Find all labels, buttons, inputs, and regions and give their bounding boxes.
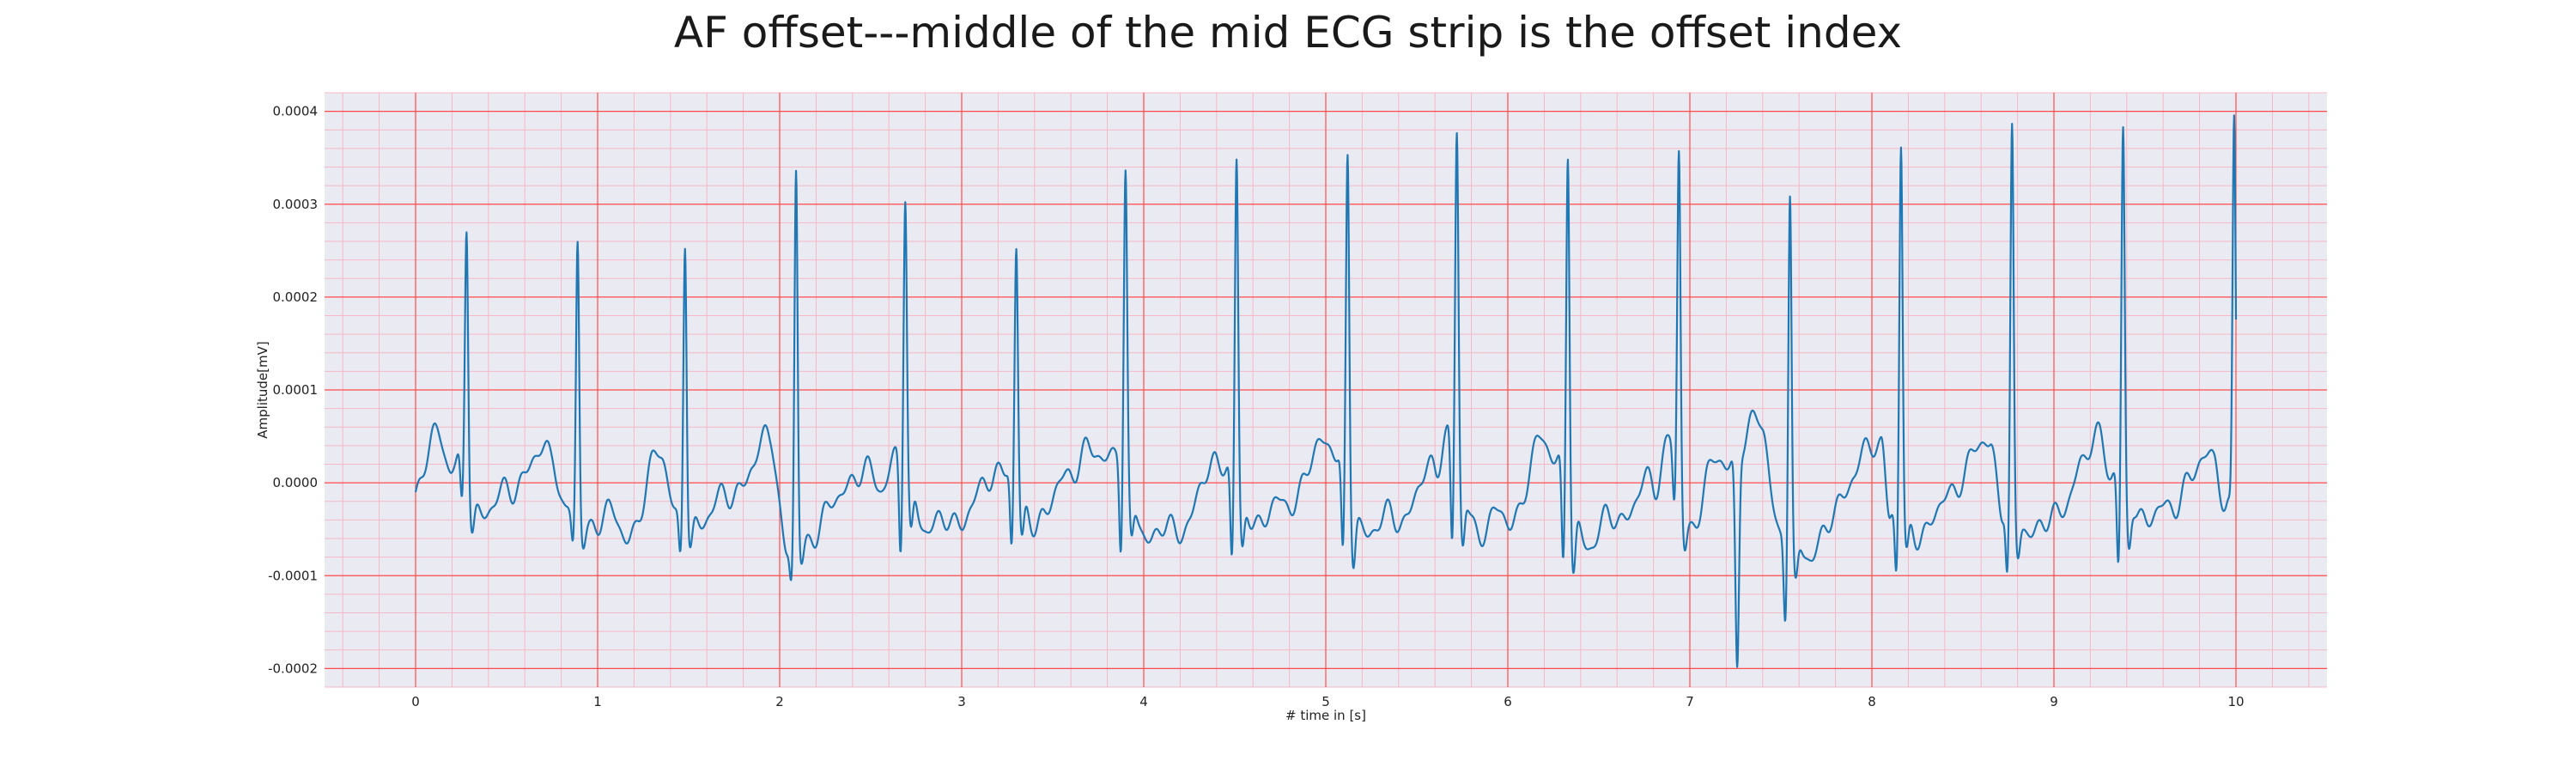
x-tick-label: 5: [1321, 694, 1330, 709]
y-tick-label: 0.0002: [273, 289, 319, 305]
y-tick-label: -0.0001: [268, 568, 318, 583]
y-tick-label: 0.0003: [273, 197, 319, 212]
y-tick-label: 0.0000: [273, 475, 319, 490]
x-tick-label: 9: [2050, 694, 2058, 709]
x-tick-label: 6: [1504, 694, 1512, 709]
x-tick-label: 8: [1868, 694, 1876, 709]
x-axis-label: # time in [s]: [1285, 708, 1366, 723]
y-tick-label: -0.0002: [268, 660, 318, 676]
x-tick-label: 0: [411, 694, 420, 709]
x-tick-label: 1: [593, 694, 602, 709]
x-tick-labels: 0 1 2 3 4 5 6 7 8 9 10: [411, 694, 2244, 709]
x-tick-label: 10: [2227, 694, 2244, 709]
ecg-series-line: [414, 114, 2238, 668]
x-tick-label: 4: [1139, 694, 1148, 709]
x-tick-label: 2: [775, 694, 784, 709]
x-tick-label: 3: [957, 694, 966, 709]
y-tick-labels: -0.0002 -0.0001 0.0000 0.0001 0.0002 0.0003 0.…: [268, 104, 318, 677]
y-tick-label: 0.0001: [273, 382, 319, 398]
chart-title: AF offset---middle of the mid ECG strip …: [674, 8, 1902, 58]
y-axis-label: Amplitude[mV]: [255, 341, 270, 438]
major-grid: [325, 93, 2327, 687]
x-tick-label: 7: [1686, 694, 1694, 709]
y-tick-label: 0.0004: [273, 104, 319, 119]
